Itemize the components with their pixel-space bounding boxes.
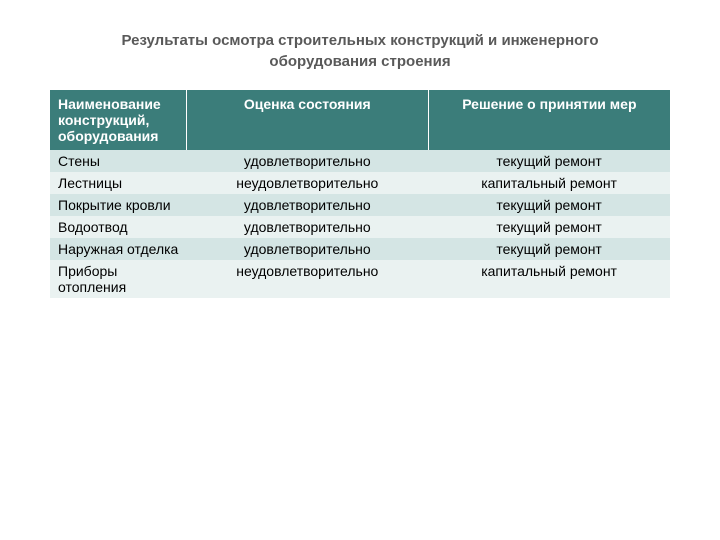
table-row: Стены удовлетворительно текущий ремонт xyxy=(50,150,670,172)
cell-decision: текущий ремонт xyxy=(428,216,670,238)
cell-decision: капитальный ремонт xyxy=(428,260,670,298)
table-row: Приборы отопления неудовлетворительно ка… xyxy=(50,260,670,298)
cell-name: Приборы отопления xyxy=(50,260,186,298)
page-title: Результаты осмотра строительных конструк… xyxy=(50,30,670,72)
cell-assessment: неудовлетворительно xyxy=(186,172,428,194)
column-header-assessment: Оценка состояния xyxy=(186,90,428,150)
cell-assessment: удовлетворительно xyxy=(186,150,428,172)
cell-decision: текущий ремонт xyxy=(428,194,670,216)
cell-assessment: удовлетворительно xyxy=(186,238,428,260)
table-row: Наружная отделка удовлетворительно текущ… xyxy=(50,238,670,260)
table-header-row: Наименование конструкций, оборудования О… xyxy=(50,90,670,150)
cell-assessment: неудовлетворительно xyxy=(186,260,428,298)
column-header-name: Наименование конструкций, оборудования xyxy=(50,90,186,150)
table-row: Лестницы неудовлетворительно капитальный… xyxy=(50,172,670,194)
cell-name: Покрытие кровли xyxy=(50,194,186,216)
cell-name: Лестницы xyxy=(50,172,186,194)
cell-name: Стены xyxy=(50,150,186,172)
results-table-container: Наименование конструкций, оборудования О… xyxy=(50,90,670,298)
cell-decision: текущий ремонт xyxy=(428,150,670,172)
cell-assessment: удовлетворительно xyxy=(186,216,428,238)
cell-assessment: удовлетворительно xyxy=(186,194,428,216)
results-table: Наименование конструкций, оборудования О… xyxy=(50,90,670,298)
cell-name: Наружная отделка xyxy=(50,238,186,260)
table-row: Водоотвод удовлетворительно текущий ремо… xyxy=(50,216,670,238)
table-row: Покрытие кровли удовлетворительно текущи… xyxy=(50,194,670,216)
cell-name: Водоотвод xyxy=(50,216,186,238)
cell-decision: текущий ремонт xyxy=(428,238,670,260)
cell-decision: капитальный ремонт xyxy=(428,172,670,194)
column-header-decision: Решение о принятии мер xyxy=(428,90,670,150)
